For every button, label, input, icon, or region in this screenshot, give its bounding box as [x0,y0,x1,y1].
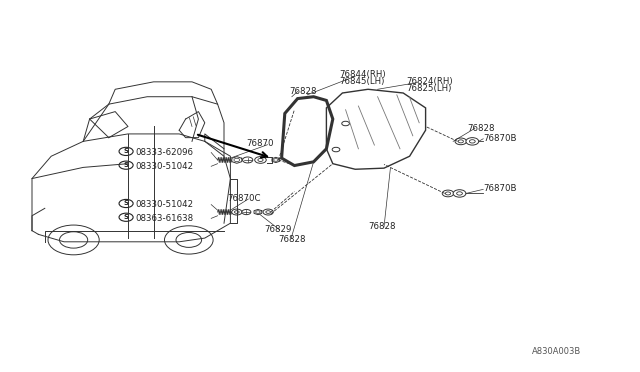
Text: 76870: 76870 [246,139,274,148]
Circle shape [458,140,463,143]
Circle shape [258,158,263,161]
Circle shape [243,157,253,163]
Text: S: S [124,148,129,154]
Text: S: S [124,201,129,206]
Text: S: S [124,162,129,168]
Text: 76828: 76828 [289,87,317,96]
Circle shape [263,209,273,215]
Circle shape [119,161,133,169]
Text: 76828: 76828 [368,222,396,231]
Circle shape [119,147,133,155]
Circle shape [119,213,133,221]
Circle shape [234,211,239,214]
Text: 76828: 76828 [467,124,495,133]
Text: 76870B: 76870B [483,185,516,193]
Text: 08333-62096: 08333-62096 [135,148,193,157]
Circle shape [455,138,467,145]
Circle shape [457,192,463,195]
Text: 76825(LH): 76825(LH) [406,84,452,93]
Text: 76828: 76828 [278,235,306,244]
Text: 76845(LH): 76845(LH) [339,77,385,86]
Text: 76829: 76829 [264,225,292,234]
Text: 08330-51042: 08330-51042 [135,200,193,209]
Circle shape [445,192,451,195]
Text: 76824(RH): 76824(RH) [406,77,453,86]
Circle shape [266,211,271,214]
Circle shape [466,138,479,145]
Text: S: S [124,214,129,220]
Circle shape [242,209,251,215]
Text: 76844(RH): 76844(RH) [339,70,386,79]
Circle shape [453,190,466,197]
Circle shape [470,140,476,143]
Text: A830A003B: A830A003B [532,347,581,356]
Circle shape [255,157,266,163]
Circle shape [232,209,242,215]
Text: 08363-61638: 08363-61638 [135,214,193,223]
Circle shape [119,199,133,208]
Circle shape [442,190,454,197]
Text: 76870C: 76870C [227,194,260,203]
Text: 08330-51042: 08330-51042 [135,162,193,171]
Text: 76870B: 76870B [483,134,516,143]
